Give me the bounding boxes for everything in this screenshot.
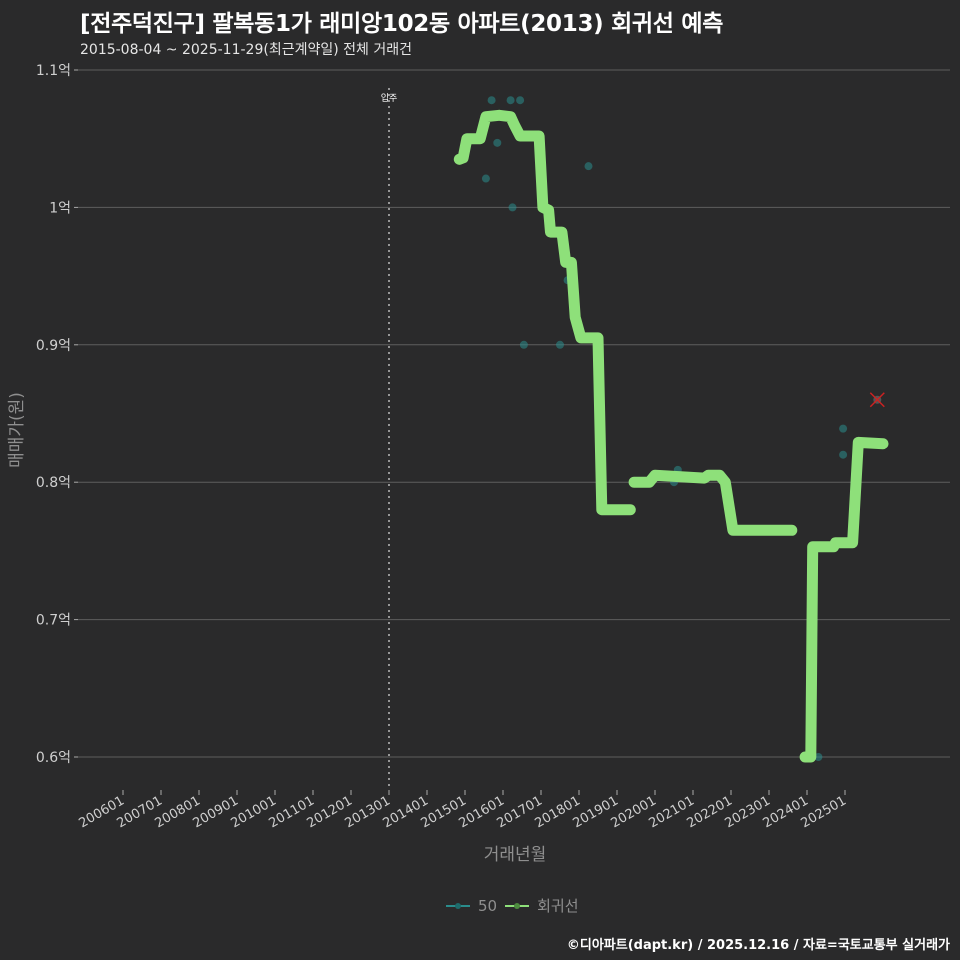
y-tick-label: 0.8억 <box>36 475 71 491</box>
chart-subtitle: 2015-08-04 ~ 2025-11-29(최근계약일) 전체 거래건 <box>80 42 412 58</box>
y-tick-label: 0.6억 <box>36 750 71 766</box>
legend-key-50-icon <box>446 896 470 916</box>
y-tick-label: 1억 <box>49 200 71 216</box>
legend-key-regression-icon <box>505 896 530 916</box>
legend-label-50: 50 <box>478 896 498 915</box>
move-in-label: 입주 <box>381 92 398 104</box>
transaction-point <box>506 96 515 105</box>
x-axis-title: 거래년월 <box>484 845 547 865</box>
transaction-point <box>487 96 496 105</box>
transaction-point <box>556 340 564 349</box>
regression-line <box>628 469 798 536</box>
regression-line <box>799 436 889 763</box>
transaction-point <box>508 203 517 212</box>
transaction-point <box>516 96 525 105</box>
transaction-point <box>481 174 490 183</box>
legend-item-50: 50 <box>446 896 497 916</box>
regression-line <box>453 109 636 516</box>
legend-label-regression: 회귀선 <box>537 897 579 915</box>
y-tick-label: 0.7억 <box>36 613 71 629</box>
source-caption: ©디아파트(dapt.kr) / 2025.12.16 / 자료=국토교통부 실… <box>566 938 950 953</box>
legend-item-regression: 회귀선 <box>505 895 579 916</box>
y-axis-title: 매매가(원) <box>7 392 27 468</box>
y-tick-label: 0.9억 <box>36 338 71 354</box>
transaction-point <box>584 162 593 171</box>
y-tick-label: 1.1억 <box>36 63 71 79</box>
transaction-point <box>519 340 528 349</box>
chart-title: [전주덕진구] 팔복동1가 래미앙102동 아파트(2013) 회귀선 예측 <box>80 11 724 37</box>
transaction-point <box>814 753 823 761</box>
legend: 50 회귀선 <box>446 895 579 916</box>
transaction-point <box>839 424 848 433</box>
transaction-point <box>493 138 502 147</box>
transaction-point <box>839 450 848 459</box>
prediction-x-icon <box>869 392 885 408</box>
